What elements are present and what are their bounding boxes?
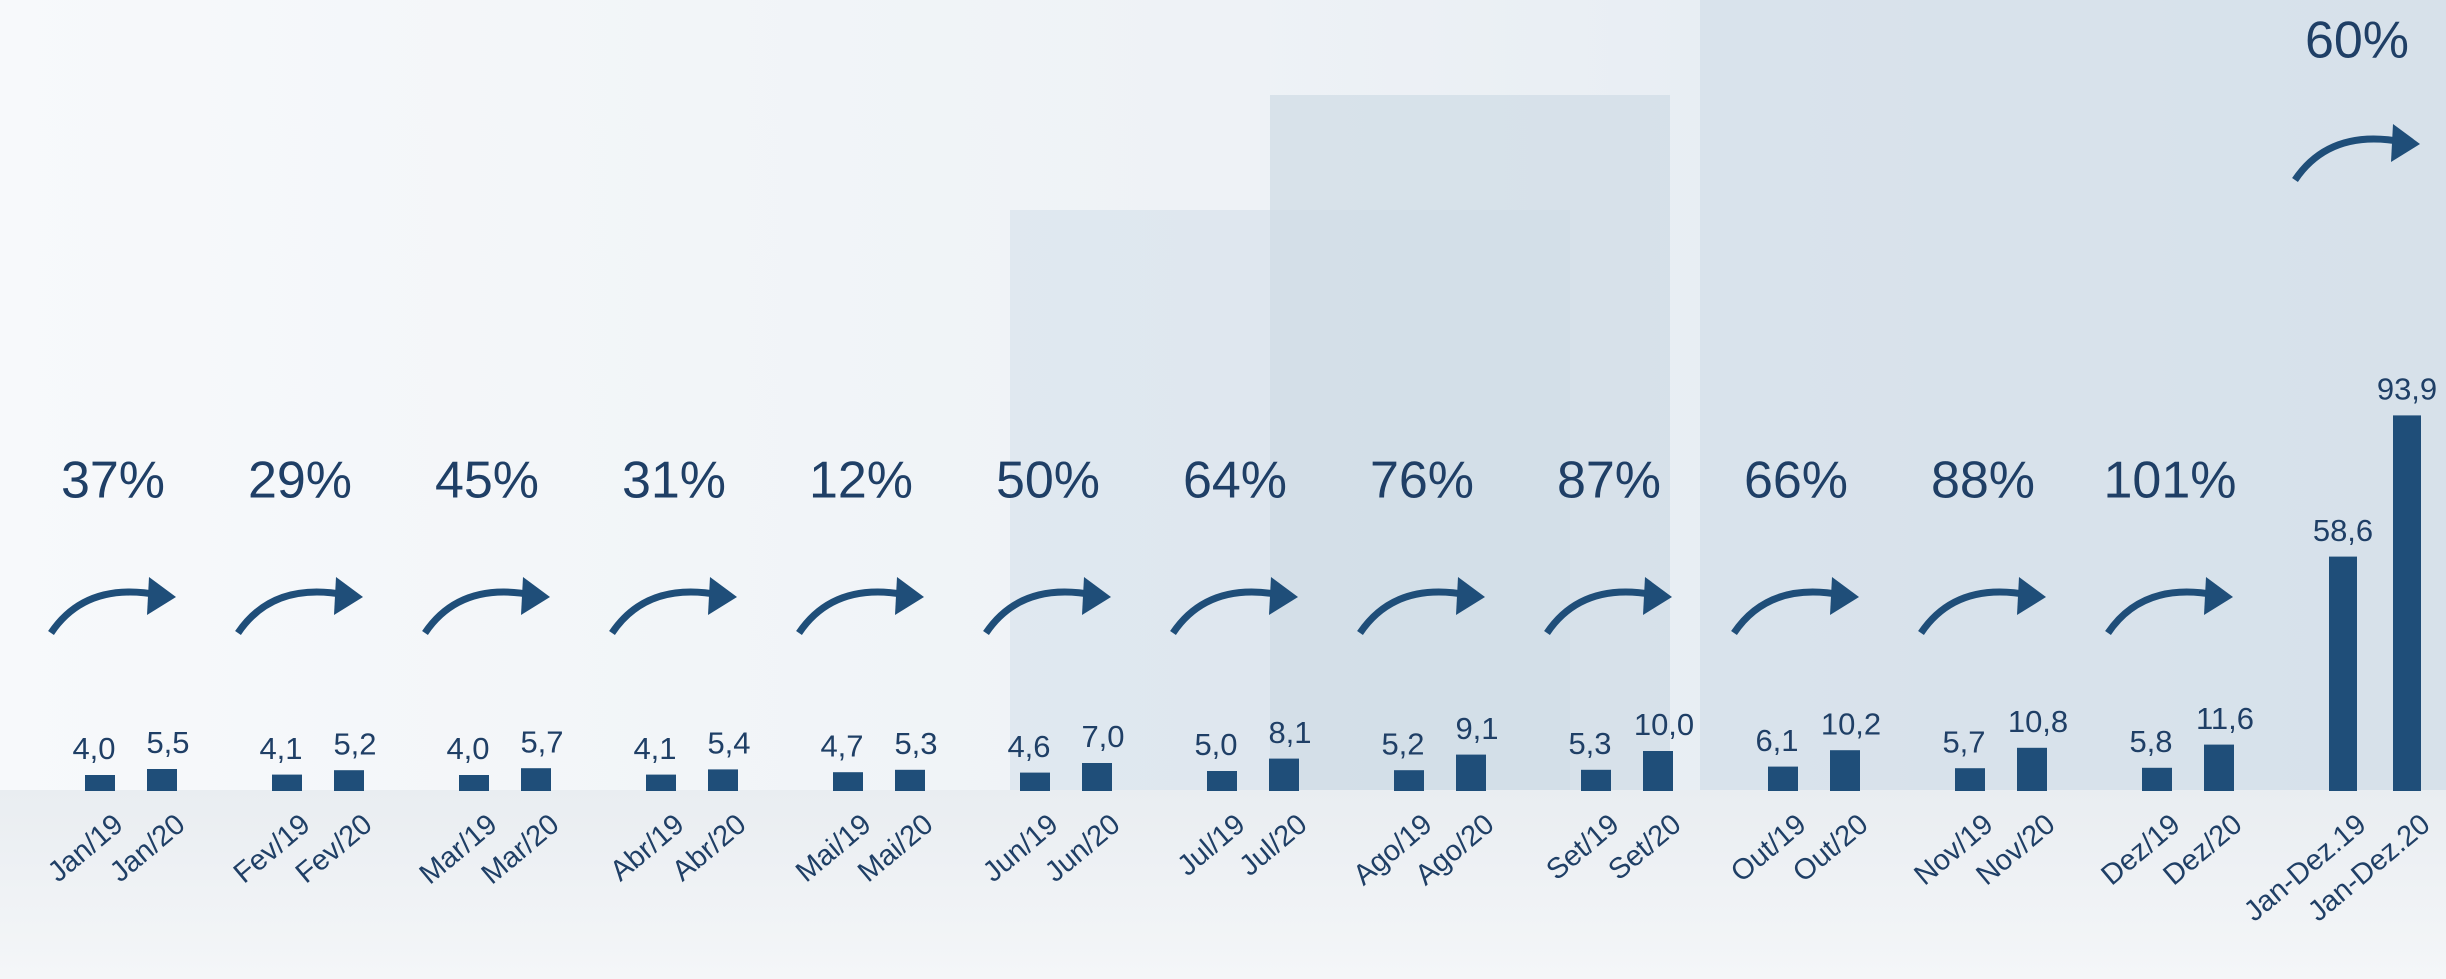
bar [521,768,551,791]
bar [272,774,302,791]
growth-arrow [422,588,534,635]
bar [2017,747,2047,791]
bar [1020,772,1050,791]
building [1270,95,1670,795]
bar [895,769,925,791]
value-label: 5,8 [2129,724,2172,759]
growth-arrowhead [2204,577,2233,615]
growth-label: 88% [1931,452,2035,510]
value-label: 7,0 [1081,719,1124,754]
growth-arrowhead [1830,577,1859,615]
bar [1394,770,1424,791]
growth-arrow [983,588,1095,635]
growth-arrowhead [1456,577,1485,615]
growth-arrow [48,588,160,635]
growth-label: 31% [622,452,726,510]
growth-arrow [796,588,908,635]
growth-arrow [1918,588,2030,635]
building [1700,0,2446,800]
growth-label: 50% [996,452,1100,510]
value-label: 6,1 [1755,723,1798,758]
value-label: 5,0 [1194,727,1237,762]
growth-arrow [1731,588,1843,635]
growth-arrowhead [2391,124,2420,162]
value-label: 58,6 [2313,513,2373,548]
value-label: 4,6 [1007,729,1050,764]
growth-arrow [1357,588,1469,635]
value-label: 93,9 [2377,372,2437,407]
bar [833,772,863,791]
value-label: 4,1 [633,731,676,766]
growth-arrowhead [895,577,924,615]
growth-arrow [2105,588,2217,635]
value-label: 5,7 [1942,724,1985,759]
growth-label: 45% [435,452,539,510]
bar [2204,744,2234,791]
bar [1830,750,1860,791]
growth-arrowhead [1643,577,1672,615]
bar [1581,769,1611,791]
growth-arrow [609,588,721,635]
value-label: 5,7 [520,724,563,759]
bar [459,775,489,791]
growth-arrow [1170,588,1282,635]
bar [1456,754,1486,791]
growth-label: 66% [1744,452,1848,510]
growth-label: 87% [1557,452,1661,510]
bar [646,774,676,791]
bar [1643,751,1673,791]
bar [334,770,364,791]
value-label: 5,5 [146,725,189,760]
value-label: 5,4 [707,726,750,761]
growth-label: 37% [61,452,165,510]
value-label: 4,1 [259,731,302,766]
growth-label: 64% [1183,452,1287,510]
value-label: 8,1 [1268,715,1311,750]
value-label: 10,8 [2008,704,2068,739]
value-label: 9,1 [1455,711,1498,746]
growth-label: 29% [248,452,352,510]
growth-arrowhead [1082,577,1111,615]
growth-label: 76% [1370,452,1474,510]
bar [1768,766,1798,791]
bar [1269,758,1299,791]
growth-arrowhead [708,577,737,615]
value-label: 10,2 [1821,706,1881,741]
ground [0,790,2446,979]
growth-arrow [2292,135,2404,182]
value-label: 4,0 [72,731,115,766]
growth-arrowhead [2017,577,2046,615]
growth-label: 12% [809,452,913,510]
bar [2142,767,2172,791]
bar [147,769,177,791]
bar [2329,556,2357,791]
bar [1082,763,1112,791]
value-label: 4,0 [446,731,489,766]
value-label: 5,3 [1568,726,1611,761]
growth-arrowhead [1269,577,1298,615]
growth-arrowhead [334,577,363,615]
value-label: 5,3 [894,726,937,761]
growth-label: 60% [2305,12,2409,70]
growth-arrowhead [147,577,176,615]
bar [2393,415,2421,791]
bar [1955,768,1985,791]
growth-label: 101% [2104,452,2237,510]
value-label: 5,2 [1381,726,1424,761]
bar [708,769,738,791]
growth-arrowhead [521,577,550,615]
bar [1207,771,1237,791]
growth-arrow [1544,588,1656,635]
value-label: 10,0 [1634,707,1694,742]
value-label: 4,7 [820,728,863,763]
bar [85,775,115,791]
value-label: 5,2 [333,726,376,761]
value-label: 11,6 [2196,701,2254,736]
growth-arrow [235,588,347,635]
